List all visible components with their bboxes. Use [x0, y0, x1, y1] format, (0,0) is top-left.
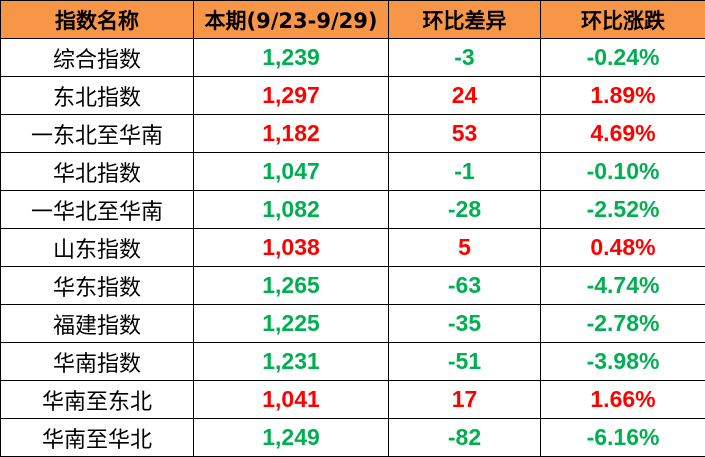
- pct-change: -2.52%: [540, 190, 705, 229]
- index-name: 华南至东北: [0, 380, 194, 419]
- pct-change: 1.89%: [540, 76, 705, 115]
- index-name: 华北指数: [0, 152, 194, 191]
- diff-value: 17: [388, 380, 541, 419]
- table-row: 山东指数 1,038 5 0.48%: [0, 228, 705, 267]
- table-row: 福建指数 1,225 -35 -2.78%: [0, 304, 705, 343]
- pct-change: -6.16%: [540, 418, 705, 457]
- current-value: 1,182: [193, 114, 389, 153]
- index-name: 华南至华北: [0, 418, 194, 457]
- header-row: 指数名称 本期(9/23-9/29) 环比差异 环比涨跌: [0, 0, 705, 39]
- index-name: 山东指数: [0, 228, 194, 267]
- pct-change: -4.74%: [540, 266, 705, 305]
- table-row: 综合指数 1,239 -3 -0.24%: [0, 38, 705, 77]
- diff-value: -82: [388, 418, 541, 457]
- current-value: 1,231: [193, 342, 389, 381]
- index-name: 福建指数: [0, 304, 194, 343]
- table-row: 华南至东北 1,041 17 1.66%: [0, 380, 705, 419]
- pct-change: 0.48%: [540, 228, 705, 267]
- current-value: 1,249: [193, 418, 389, 457]
- current-value: 1,041: [193, 380, 389, 419]
- diff-value: -51: [388, 342, 541, 381]
- current-value: 1,239: [193, 38, 389, 77]
- table-row: 华东指数 1,265 -63 -4.74%: [0, 266, 705, 305]
- diff-value: 53: [388, 114, 541, 153]
- current-value: 1,297: [193, 76, 389, 115]
- index-name: 一东北至华南: [0, 114, 194, 153]
- table-row: 东北指数 1,297 24 1.89%: [0, 76, 705, 115]
- current-value: 1,082: [193, 190, 389, 229]
- table-row: 华北指数 1,047 -1 -0.10%: [0, 152, 705, 191]
- diff-value: 5: [388, 228, 541, 267]
- table-row: 华南至华北 1,249 -82 -6.16%: [0, 418, 705, 457]
- header-index-name: 指数名称: [0, 0, 194, 39]
- index-name: 综合指数: [0, 38, 194, 77]
- table-row: 一华北至华南 1,082 -28 -2.52%: [0, 190, 705, 229]
- pct-change: -3.98%: [540, 342, 705, 381]
- pct-change: 1.66%: [540, 380, 705, 419]
- header-diff: 环比差异: [388, 0, 541, 39]
- pct-change: -2.78%: [540, 304, 705, 343]
- index-name: 东北指数: [0, 76, 194, 115]
- index-name: 一华北至华南: [0, 190, 194, 229]
- table-row: 华南指数 1,231 -51 -3.98%: [0, 342, 705, 381]
- table-row: 一东北至华南 1,182 53 4.69%: [0, 114, 705, 153]
- current-value: 1,038: [193, 228, 389, 267]
- pct-change: 4.69%: [540, 114, 705, 153]
- index-name: 华东指数: [0, 266, 194, 305]
- index-name: 华南指数: [0, 342, 194, 381]
- diff-value: -35: [388, 304, 541, 343]
- current-value: 1,047: [193, 152, 389, 191]
- header-current-period: 本期(9/23-9/29): [193, 0, 389, 39]
- diff-value: -63: [388, 266, 541, 305]
- diff-value: -3: [388, 38, 541, 77]
- pct-change: -0.10%: [540, 152, 705, 191]
- header-pct-change: 环比涨跌: [540, 0, 705, 39]
- diff-value: 24: [388, 76, 541, 115]
- diff-value: -1: [388, 152, 541, 191]
- current-value: 1,225: [193, 304, 389, 343]
- current-value: 1,265: [193, 266, 389, 305]
- pct-change: -0.24%: [540, 38, 705, 77]
- diff-value: -28: [388, 190, 541, 229]
